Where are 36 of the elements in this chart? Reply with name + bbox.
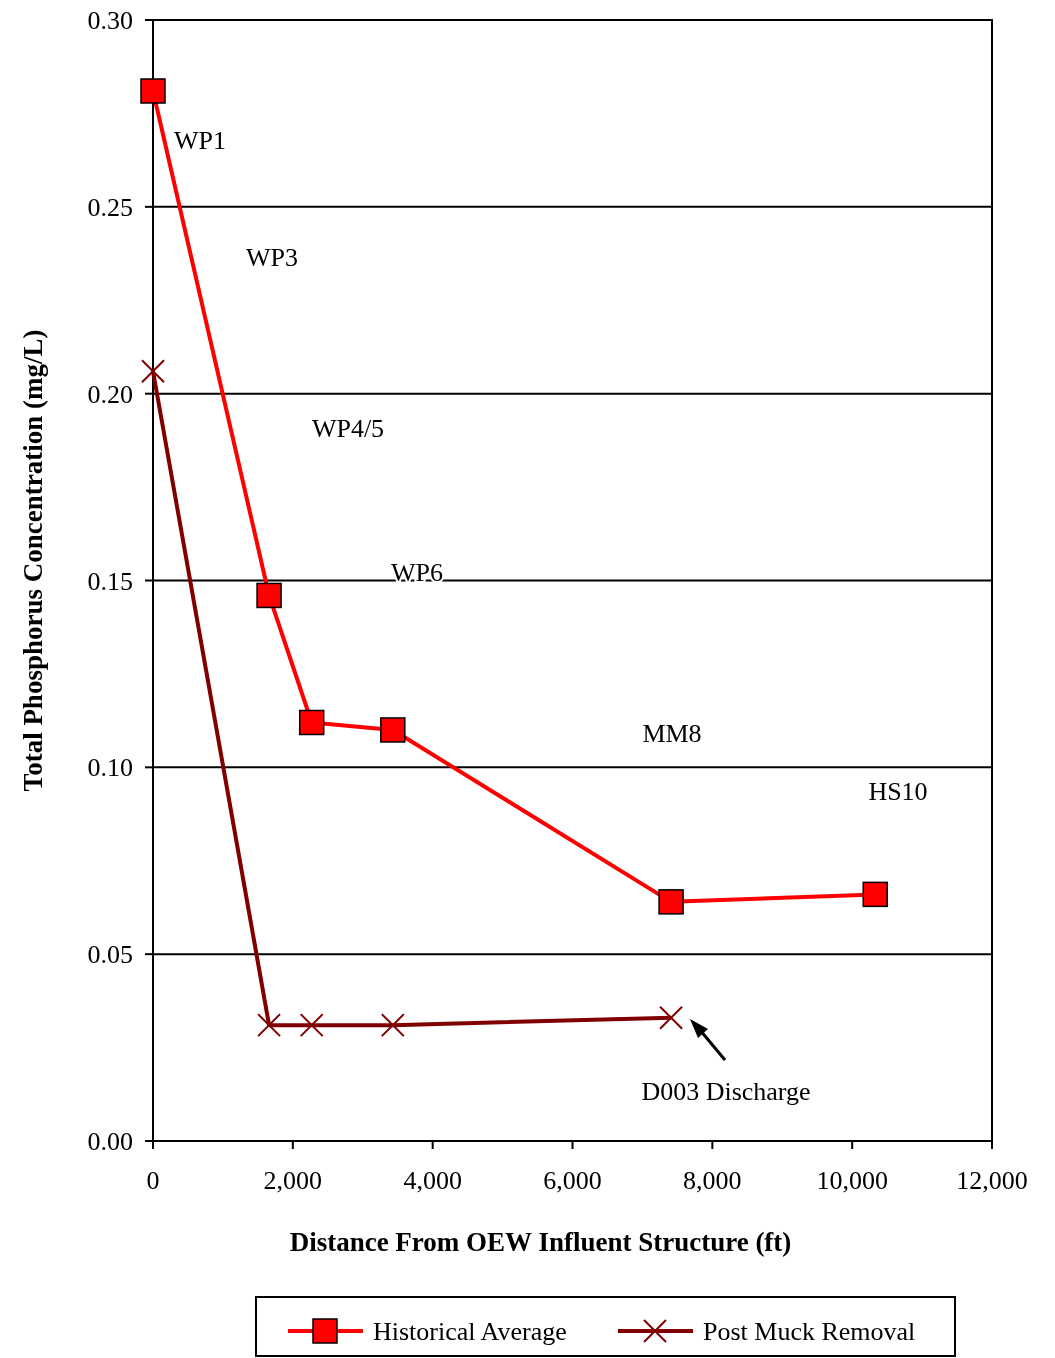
y-tick-label: 0.10: [87, 753, 133, 783]
point: [380, 1013, 405, 1038]
x-tick-label: 4,000: [403, 1166, 462, 1195]
x-tick-label: 12,000: [956, 1166, 1028, 1195]
point: [140, 78, 166, 104]
x-tick-label: 2,000: [263, 1166, 323, 1195]
x-tick-label: 0: [146, 1166, 160, 1195]
legend-label: Historical Average: [373, 1317, 567, 1347]
point: [862, 881, 888, 908]
point: [257, 1013, 282, 1038]
annotation: HS10: [868, 777, 928, 807]
y-tick-label: 0.20: [87, 379, 133, 409]
x-tick-label: 6,000: [543, 1166, 602, 1195]
annotation: D003 Discharge: [641, 1077, 811, 1107]
point: [299, 1013, 324, 1038]
point: [380, 717, 406, 743]
y-axis-title: Total Phosphorus Concentration (mg/L): [18, 329, 48, 792]
y-tick-label: 0.05: [87, 940, 133, 970]
y-tick-label: 0.00: [87, 1127, 133, 1157]
y-tick-label: 0.30: [87, 6, 133, 36]
annotation: WP6: [391, 558, 443, 588]
annotation: MM8: [642, 719, 702, 749]
point: [659, 1005, 684, 1030]
annotation: WP3: [246, 243, 298, 273]
point: [256, 582, 282, 609]
point: [141, 359, 165, 384]
x-axis-title: Distance From OEW Influent Structure (ft): [289, 1227, 792, 1257]
y-tick-label: 0.15: [87, 566, 133, 596]
point: [658, 889, 684, 915]
x-tick-label: 8,000: [683, 1166, 742, 1195]
x-tick-label: 10,000: [816, 1166, 888, 1195]
annotation: WP1: [174, 126, 226, 156]
point: [298, 709, 325, 736]
legend-label: Post Muck Removal: [703, 1317, 916, 1347]
y-tick-label: 0.25: [87, 192, 133, 222]
annotation: WP4/5: [311, 414, 385, 444]
